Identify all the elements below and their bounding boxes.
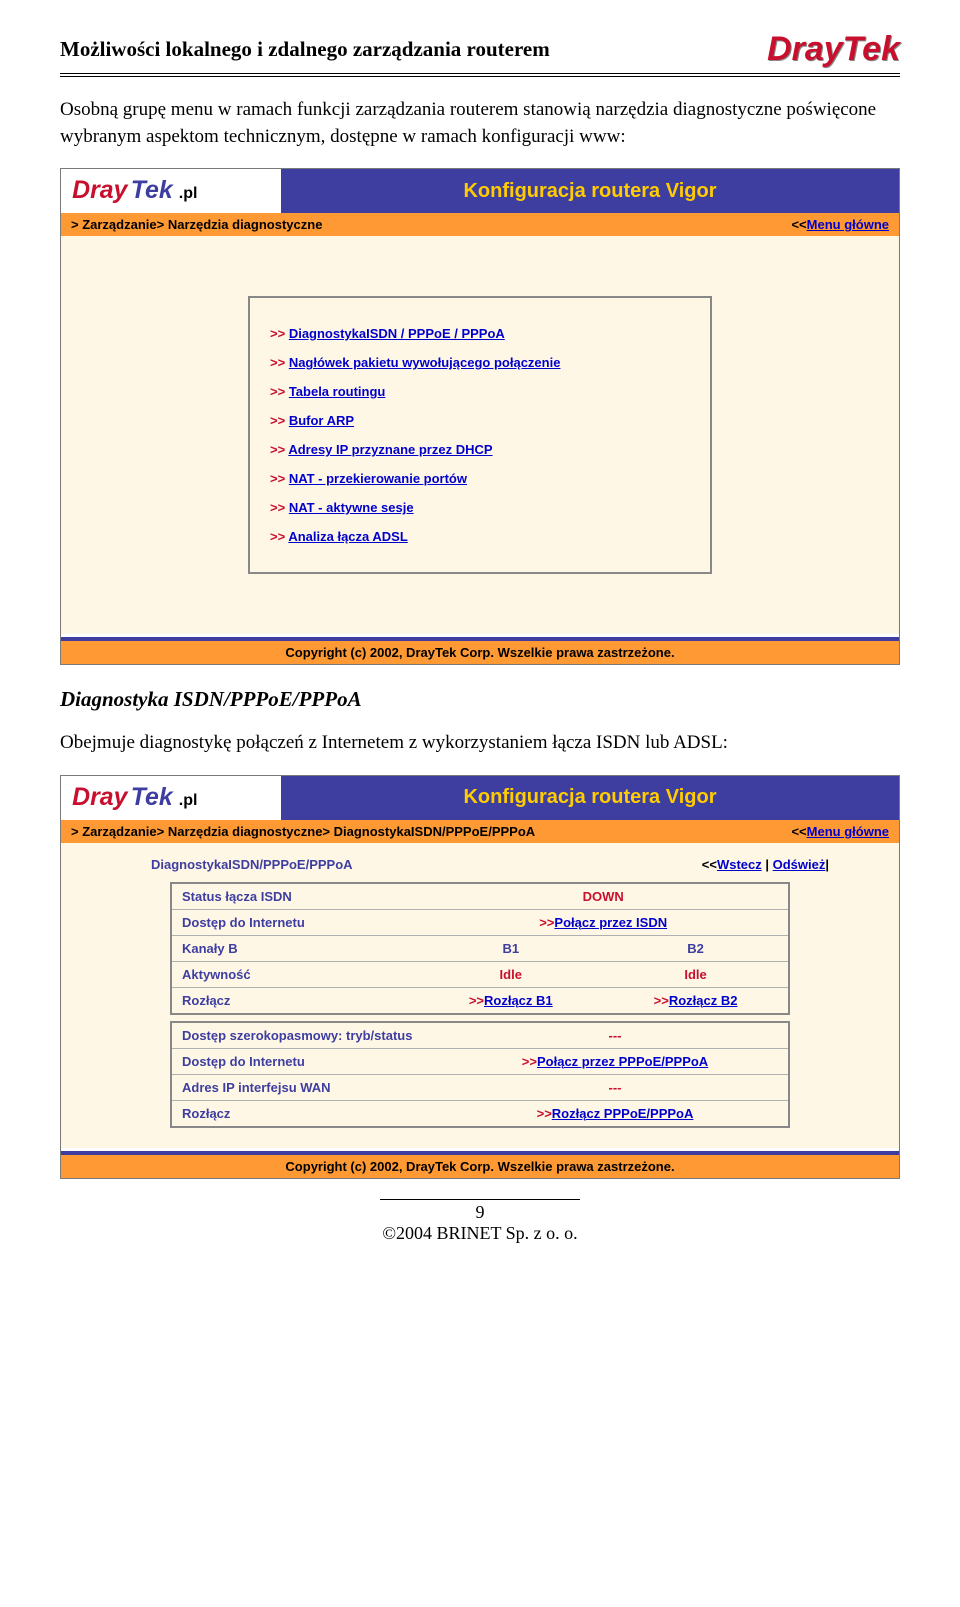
svg-text:Tek: Tek — [131, 176, 174, 204]
broadband-mode-value: --- — [442, 1022, 789, 1049]
table-row: Kanały B B1 B2 — [171, 935, 789, 961]
panel-content: DiagnostykaISDN/PPPoE/PPPoA <<Wstecz | O… — [61, 843, 899, 1148]
disconnect-b1-cell: >>Rozłącz B1 — [418, 987, 603, 1014]
panel-title: Konfiguracja routera Vigor — [281, 169, 899, 213]
menu-item-diag-isdn[interactable]: >> DiagnostykaISDN / PPPoE / PPPoA — [270, 326, 690, 341]
table-row: Rozłącz >>Rozłącz PPPoE/PPPoA — [171, 1100, 789, 1127]
isdn-status-value: DOWN — [418, 883, 789, 910]
connect-pppoe-link[interactable]: Połącz przez PPPoE/PPPoA — [537, 1054, 708, 1069]
connect-isdn-link[interactable]: Połącz przez ISDN — [554, 915, 667, 930]
arrow-icon: >> — [270, 500, 285, 515]
page-number: 9 — [60, 1202, 900, 1223]
table-row: Dostęp do Internetu >>Połącz przez PPPoE… — [171, 1048, 789, 1074]
breadcrumb-bar: > Zarządzanie> Narzędzia diagnostyczne> … — [61, 820, 899, 843]
header-underline — [60, 76, 900, 77]
b1-activity: Idle — [418, 961, 603, 987]
panel-content: >> DiagnostykaISDN / PPPoE / PPPoA >> Na… — [61, 236, 899, 634]
b1-header: B1 — [418, 935, 603, 961]
b2-header: B2 — [603, 935, 789, 961]
isdn-status-table: Status łącza ISDN DOWN Dostęp do Interne… — [170, 882, 790, 1015]
breadcrumb-path: > Zarządzanie> Narzędzia diagnostyczne — [71, 217, 322, 232]
panel-logo: Dray Tek .pl — [61, 776, 281, 820]
intro-paragraph: Osobną grupę menu w ramach funkcji zarzą… — [60, 97, 900, 150]
table-row: Status łącza ISDN DOWN — [171, 883, 789, 910]
menu-main-link[interactable]: Menu główne — [807, 824, 889, 839]
broadband-mode-label: Dostęp szerokopasmowy: tryb/status — [171, 1022, 442, 1049]
back-link[interactable]: Wstecz — [717, 857, 762, 872]
svg-text:Tek: Tek — [131, 783, 174, 811]
connect-isdn-cell: >>Połącz przez ISDN — [418, 909, 789, 935]
isdn-status-label: Status łącza ISDN — [171, 883, 418, 910]
svg-text:Dray: Dray — [72, 176, 128, 204]
table-row: Adres IP interfejsu WAN --- — [171, 1074, 789, 1100]
wan-ip-label: Adres IP interfejsu WAN — [171, 1074, 442, 1100]
panel-divider — [61, 1148, 899, 1155]
arrow-icon: >> — [270, 442, 285, 457]
breadcrumb-bar: > Zarządzanie> Narzędzia diagnostyczne <… — [61, 213, 899, 236]
router-config-panel-1: Dray Tek .pl Konfiguracja routera Vigor … — [60, 168, 900, 665]
disconnect-label: Rozłącz — [171, 987, 418, 1014]
draytek-pl-logo: Dray Tek .pl — [71, 782, 251, 814]
disconnect-b1-link[interactable]: Rozłącz B1 — [484, 993, 553, 1008]
page-footer: 9 ©2004 BRINET Sp. z o. o. — [60, 1199, 900, 1244]
svg-text:.pl: .pl — [179, 185, 198, 202]
menu-main-link-wrap: <<Menu główne — [791, 217, 889, 232]
header-title: Możliwości lokalnego i zdalnego zarządza… — [60, 37, 550, 62]
diagnostic-menu: >> DiagnostykaISDN / PPPoE / PPPoA >> Na… — [248, 296, 712, 574]
disconnect-b2-cell: >>Rozłącz B2 — [603, 987, 789, 1014]
table-row: Dostęp szerokopasmowy: tryb/status --- — [171, 1022, 789, 1049]
sub-nav: <<Wstecz | Odśwież| — [702, 857, 829, 872]
table-row: Aktywność Idle Idle — [171, 961, 789, 987]
table-row: Rozłącz >>Rozłącz B1 >>Rozłącz B2 — [171, 987, 789, 1014]
sub-header: DiagnostykaISDN/PPPoE/PPPoA <<Wstecz | O… — [71, 853, 889, 876]
panel-title: Konfiguracja routera Vigor — [281, 776, 899, 820]
menu-main-link[interactable]: Menu główne — [807, 217, 889, 232]
menu-item-nat-port-fwd[interactable]: >> NAT - przekierowanie portów — [270, 471, 690, 486]
svg-text:.pl: .pl — [179, 792, 198, 809]
menu-main-link-wrap: <<Menu główne — [791, 824, 889, 839]
menu-item-adsl-analysis[interactable]: >> Analiza łącza ADSL — [270, 529, 690, 544]
disconnect-pppoe-link[interactable]: Rozłącz PPPoE/PPPoA — [552, 1106, 694, 1121]
draytek-pl-logo: Dray Tek .pl — [71, 175, 251, 207]
disconnect-pppoe-cell: >>Rozłącz PPPoE/PPPoA — [442, 1100, 789, 1127]
menu-item-nat-sessions[interactable]: >> NAT - aktywne sesje — [270, 500, 690, 515]
refresh-link[interactable]: Odśwież — [773, 857, 826, 872]
sub-title: DiagnostykaISDN/PPPoE/PPPoA — [151, 857, 353, 872]
section-diag-text: Obejmuje diagnostykę połączeń z Internet… — [60, 730, 900, 757]
internet-access-label: Dostęp do Internetu — [171, 909, 418, 935]
panel-copyright: Copyright (c) 2002, DrayTek Corp. Wszelk… — [61, 641, 899, 664]
menu-item-packet-header[interactable]: >> Nagłówek pakietu wywołującego połącze… — [270, 355, 690, 370]
arrow-icon: >> — [270, 529, 285, 544]
panel-copyright: Copyright (c) 2002, DrayTek Corp. Wszelk… — [61, 1155, 899, 1178]
disconnect-bb-label: Rozłącz — [171, 1100, 442, 1127]
breadcrumb-path: > Zarządzanie> Narzędzia diagnostyczne> … — [71, 824, 535, 839]
panel-logo: Dray Tek .pl — [61, 169, 281, 213]
broadband-status-table: Dostęp szerokopasmowy: tryb/status --- D… — [170, 1021, 790, 1128]
activity-label: Aktywność — [171, 961, 418, 987]
menu-item-dhcp-addresses[interactable]: >> Adresy IP przyznane przez DHCP — [270, 442, 690, 457]
arrow-icon: >> — [270, 413, 285, 428]
b2-activity: Idle — [603, 961, 789, 987]
arrow-icon: >> — [270, 471, 285, 486]
table-row: Dostęp do Internetu >>Połącz przez ISDN — [171, 909, 789, 935]
router-config-panel-2: Dray Tek .pl Konfiguracja routera Vigor … — [60, 775, 900, 1179]
arrow-icon: >> — [270, 326, 285, 341]
menu-item-arp-buffer[interactable]: >> Bufor ARP — [270, 413, 690, 428]
page-header: Możliwości lokalnego i zdalnego zarządza… — [60, 30, 900, 74]
connect-pppoe-cell: >>Połącz przez PPPoE/PPPoA — [442, 1048, 789, 1074]
svg-text:Dray: Dray — [72, 783, 128, 811]
footer-copyright: ©2004 BRINET Sp. z o. o. — [60, 1223, 900, 1244]
menu-item-routing-table[interactable]: >> Tabela routingu — [270, 384, 690, 399]
section-diag-title: Diagnostyka ISDN/PPPoE/PPPoA — [60, 687, 900, 712]
draytek-logo: DrayTek — [767, 30, 900, 69]
disconnect-b2-link[interactable]: Rozłącz B2 — [669, 993, 738, 1008]
panel-divider — [61, 634, 899, 641]
arrow-icon: >> — [270, 355, 285, 370]
internet-access-bb-label: Dostęp do Internetu — [171, 1048, 442, 1074]
wan-ip-value: --- — [442, 1074, 789, 1100]
arrow-icon: >> — [270, 384, 285, 399]
b-channels-label: Kanały B — [171, 935, 418, 961]
